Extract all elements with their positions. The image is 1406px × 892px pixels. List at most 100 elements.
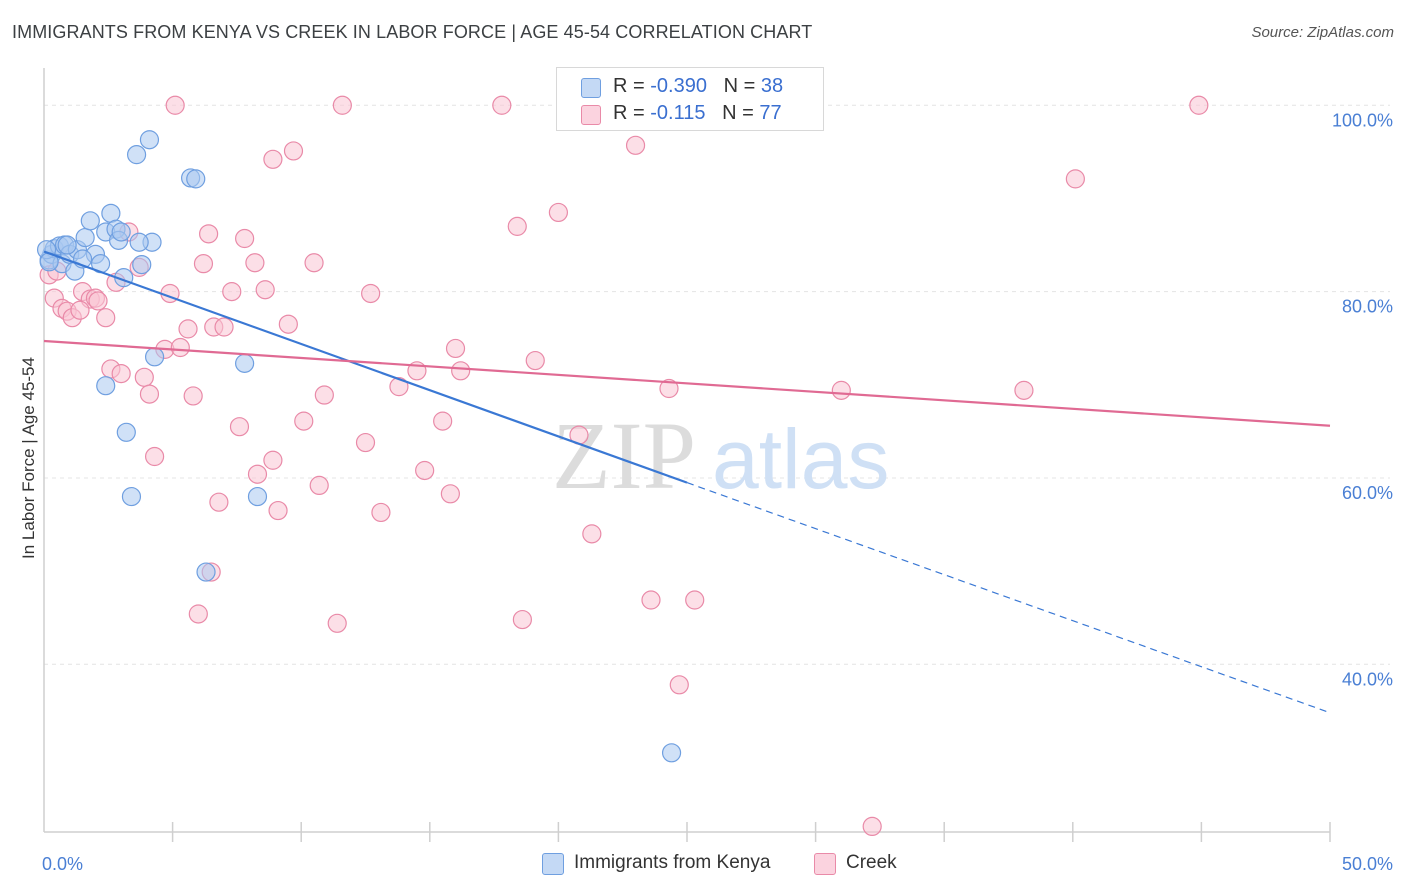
creek-point <box>507 216 527 236</box>
creek-point <box>361 283 381 304</box>
kenya-point <box>132 254 152 275</box>
kenya-point <box>121 486 142 507</box>
legend-n-label: N = <box>723 75 761 97</box>
kenya-point <box>111 222 131 242</box>
creek-point <box>222 282 242 302</box>
creek-point <box>235 228 255 249</box>
creek-point <box>582 524 602 544</box>
creek-point <box>247 464 268 484</box>
creek-point <box>433 411 453 431</box>
creek-point <box>144 446 165 467</box>
creek-point <box>548 202 569 223</box>
creek-point <box>263 450 283 470</box>
creek-point <box>332 95 352 115</box>
kenya-point <box>235 353 255 373</box>
creek-point <box>862 816 882 837</box>
creek-point <box>245 253 265 273</box>
bottom-legend-label-creek: Creek <box>846 852 897 873</box>
creek-point <box>170 337 190 358</box>
creek-point <box>183 386 203 406</box>
creek-point <box>209 492 229 512</box>
kenya-point <box>75 227 95 248</box>
creek-point <box>512 609 532 630</box>
creek-point <box>268 500 288 521</box>
kenya-point <box>196 562 216 582</box>
creek-point <box>70 300 90 320</box>
watermark: ZIP atlas <box>552 402 889 509</box>
creek-point <box>685 590 705 610</box>
creek-point <box>389 377 409 397</box>
creek-point <box>451 361 471 381</box>
creek-point <box>445 338 466 359</box>
creek-point <box>641 590 661 610</box>
creek-points <box>39 95 1209 837</box>
creek-point <box>371 502 391 523</box>
creek-point <box>199 224 219 244</box>
kenya-point <box>144 347 165 367</box>
creek-point <box>165 95 185 115</box>
creek-point <box>283 141 304 161</box>
watermark-atlas: atlas <box>712 412 889 506</box>
creek-point <box>255 280 275 300</box>
kenya-point <box>101 203 121 223</box>
creek-point <box>525 350 545 371</box>
creek-point <box>659 378 679 399</box>
kenya-point <box>129 232 149 252</box>
creek-point <box>178 319 198 339</box>
kenya-point <box>247 486 268 507</box>
legend-swatch-creek <box>581 105 601 125</box>
legend-r-value: -0.115 <box>650 102 706 124</box>
y-tick-label: 40.0% <box>1342 669 1393 689</box>
bottom-legend-label-kenya: Immigrants from Kenya <box>574 852 771 873</box>
kenya-point <box>126 145 147 165</box>
y-tick-label: 100.0% <box>1332 110 1393 130</box>
creek-point <box>1065 169 1085 189</box>
y-tick-label: 80.0% <box>1342 297 1393 317</box>
creek-point <box>309 475 329 496</box>
kenya-point <box>116 422 136 442</box>
watermark-zip: ZIP <box>552 402 696 509</box>
kenya-point <box>57 235 77 255</box>
bottom-legend-swatch-kenya <box>542 853 564 875</box>
creek-point <box>492 95 512 115</box>
kenya-point <box>186 169 206 189</box>
creek-point <box>193 254 214 274</box>
creek-point <box>1189 95 1209 115</box>
creek-point <box>278 314 298 334</box>
kenya-point <box>139 130 160 150</box>
creek-point <box>304 253 324 273</box>
legend-n-label: N = <box>722 102 760 124</box>
y-tick-label: 60.0% <box>1342 483 1393 503</box>
creek-point <box>96 308 116 328</box>
legend-swatch-kenya <box>581 78 601 98</box>
creek-point <box>314 385 334 405</box>
creek-point <box>139 384 160 404</box>
creek-point <box>263 149 283 169</box>
creek-point <box>111 364 131 384</box>
kenya-point <box>661 743 682 763</box>
creek-point <box>229 417 250 437</box>
creek-point <box>669 675 689 695</box>
kenya-trend-line <box>43 250 688 484</box>
legend-n-value: 38 <box>760 75 784 97</box>
creek-trend-line <box>43 339 1331 427</box>
y-tick-labels: 40.0% 60.0% 80.0% 100.0% <box>1332 110 1393 689</box>
trend-lines <box>43 250 1331 714</box>
legend-r-label: R = <box>613 75 651 97</box>
creek-point <box>415 460 435 481</box>
creek-point <box>1014 380 1034 400</box>
x-tick-label-min: 0.0% <box>42 854 83 874</box>
creek-point <box>134 367 154 387</box>
creek-point <box>294 411 314 431</box>
legend-r-label: R = <box>613 102 651 124</box>
creek-point <box>214 317 234 337</box>
creek-point <box>327 613 347 633</box>
creek-point <box>355 432 376 453</box>
legend-n-value: 77 <box>759 102 782 124</box>
correlation-legend: R = -0.390 N = 38 R = -0.115 N = 77 <box>556 67 824 131</box>
kenya-point <box>96 376 116 396</box>
legend-r-value: -0.390 <box>650 75 707 97</box>
bottom-legend-swatch-creek <box>814 853 836 875</box>
kenya-point <box>80 211 100 231</box>
